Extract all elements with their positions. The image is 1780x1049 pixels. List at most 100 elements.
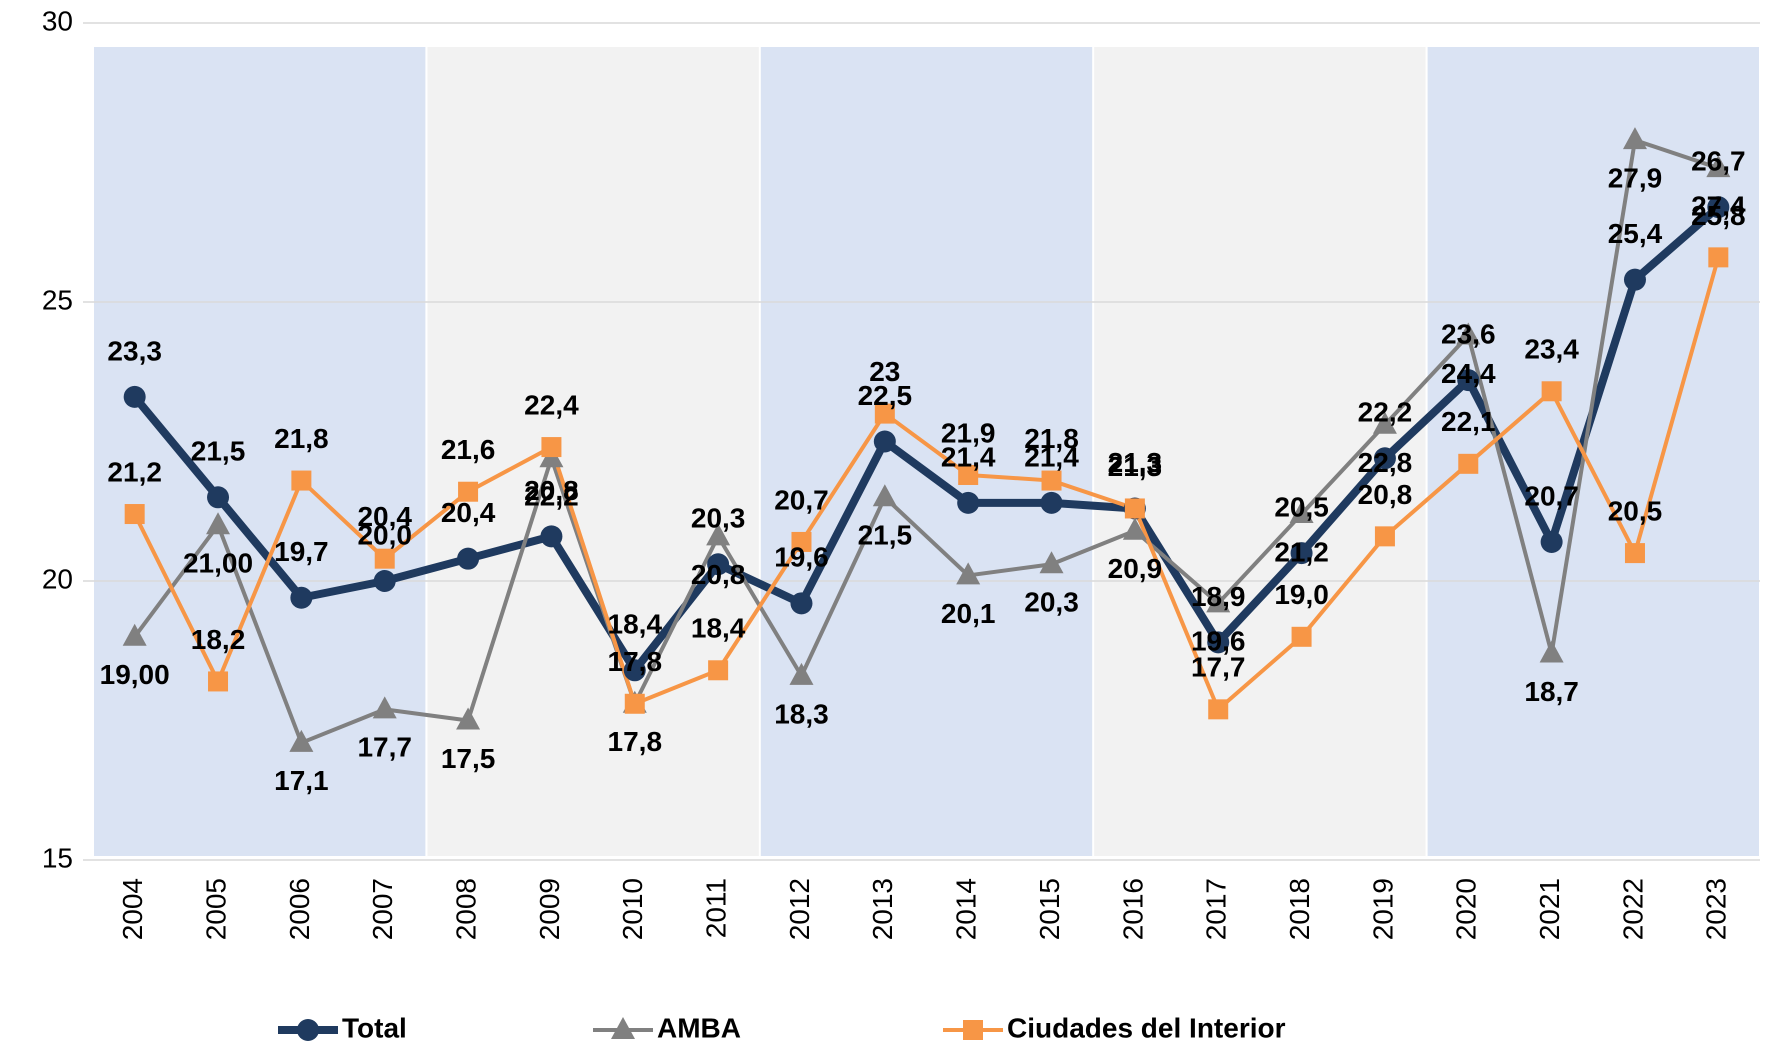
data-label: 23,3 [107, 335, 162, 366]
data-label: 22,5 [858, 380, 913, 411]
point [1373, 447, 1396, 470]
data-label: 20,3 [691, 503, 746, 534]
data-label: 18,9 [1191, 581, 1246, 612]
point [1124, 498, 1145, 519]
data-label: 20,8 [691, 559, 746, 590]
series-line [131, 204, 1721, 675]
legend-label: AMBA [657, 1012, 741, 1043]
data-label: 19,00 [100, 659, 170, 690]
x-tick-label: 2012 [784, 878, 815, 940]
x-tick-label: 2005 [200, 878, 231, 940]
point [1291, 626, 1312, 647]
series-line [133, 138, 1719, 745]
point [1122, 517, 1147, 540]
series-line [132, 256, 1721, 712]
x-tick-label: 2014 [951, 878, 982, 940]
point [623, 659, 646, 682]
x-tick-label: 2008 [450, 878, 481, 940]
legend-marker [963, 1020, 983, 1040]
data-label: 21,6 [441, 434, 496, 465]
point [1290, 542, 1313, 565]
point [956, 562, 981, 585]
data-label: 24,4 [1441, 358, 1496, 389]
data-label: 17,8 [608, 646, 663, 677]
point [1374, 526, 1395, 547]
data-label: 20,5 [1274, 491, 1329, 522]
data-label: 17,7 [1191, 652, 1246, 683]
x-tick-label: 2007 [367, 878, 398, 940]
data-label: 22,8 [1358, 447, 1413, 478]
point [1622, 127, 1647, 150]
point [122, 623, 147, 646]
point [791, 531, 812, 552]
x-tick-label: 2022 [1617, 878, 1648, 940]
data-label: 18,4 [691, 613, 746, 644]
x-tick-label: 2023 [1701, 878, 1732, 940]
point [373, 570, 396, 592]
background-band [427, 47, 759, 856]
data-label: 21,8 [274, 423, 329, 454]
x-tick-label: 2009 [534, 878, 565, 940]
data-label: 27,9 [1608, 163, 1663, 194]
point [372, 696, 397, 719]
data-label: 21,5 [191, 436, 246, 467]
x-tick-label: 2016 [1117, 878, 1148, 940]
point [1541, 381, 1562, 402]
point [208, 671, 229, 692]
data-label: 21,9 [941, 417, 996, 448]
point [957, 491, 980, 514]
data-label: 18,7 [1524, 676, 1579, 707]
data-label: 21,3 [1108, 447, 1163, 478]
data-label: 17,8 [608, 726, 663, 757]
point [1289, 501, 1314, 524]
point [456, 707, 481, 730]
data-label: 20,0 [357, 519, 412, 550]
data-label: 20,3 [1024, 587, 1079, 618]
data-label: 20,9 [1108, 553, 1163, 584]
point [207, 486, 230, 509]
data-label: 20,1 [941, 598, 996, 629]
data-label: 21,4 [1024, 441, 1079, 472]
y-tick-label: 15 [42, 842, 73, 873]
point [291, 470, 312, 491]
point [708, 660, 729, 681]
data-label: 22,2 [524, 481, 579, 512]
point [1456, 322, 1481, 345]
point [707, 553, 730, 576]
point [1458, 453, 1479, 474]
point [289, 729, 314, 752]
data-label: 23 [869, 356, 900, 387]
background-band [760, 47, 1093, 856]
background-band [94, 47, 426, 856]
data-label: 27,4 [1691, 190, 1746, 221]
data-label: 21,5 [858, 520, 913, 551]
point [1039, 551, 1064, 574]
point [458, 481, 479, 502]
data-label: 19,6 [774, 542, 829, 573]
data-label: 21,2 [1274, 536, 1329, 567]
y-tick-label: 20 [42, 563, 73, 594]
point [706, 523, 731, 546]
x-tick-label: 2011 [701, 878, 732, 938]
legend-label: Ciudades del Interior [1007, 1012, 1286, 1043]
y-tick-label: 25 [42, 284, 73, 315]
point [958, 464, 979, 485]
point [206, 512, 231, 535]
y-tick-label: 30 [42, 5, 73, 36]
data-label: 22,2 [1358, 397, 1413, 428]
x-tick-label: 2004 [117, 878, 148, 940]
point [1041, 470, 1062, 491]
background-band [1094, 47, 1426, 856]
point [1707, 196, 1730, 219]
data-label: 20,7 [1524, 480, 1579, 511]
data-label: 20,8 [1358, 479, 1413, 510]
point [873, 430, 896, 453]
point [1539, 640, 1564, 663]
x-tick-label: 2019 [1367, 878, 1398, 940]
x-tick-label: 2015 [1034, 878, 1065, 940]
data-label: 21,3 [1108, 451, 1163, 482]
point [790, 592, 813, 615]
point [123, 385, 146, 408]
data-label: 21,00 [183, 548, 253, 579]
